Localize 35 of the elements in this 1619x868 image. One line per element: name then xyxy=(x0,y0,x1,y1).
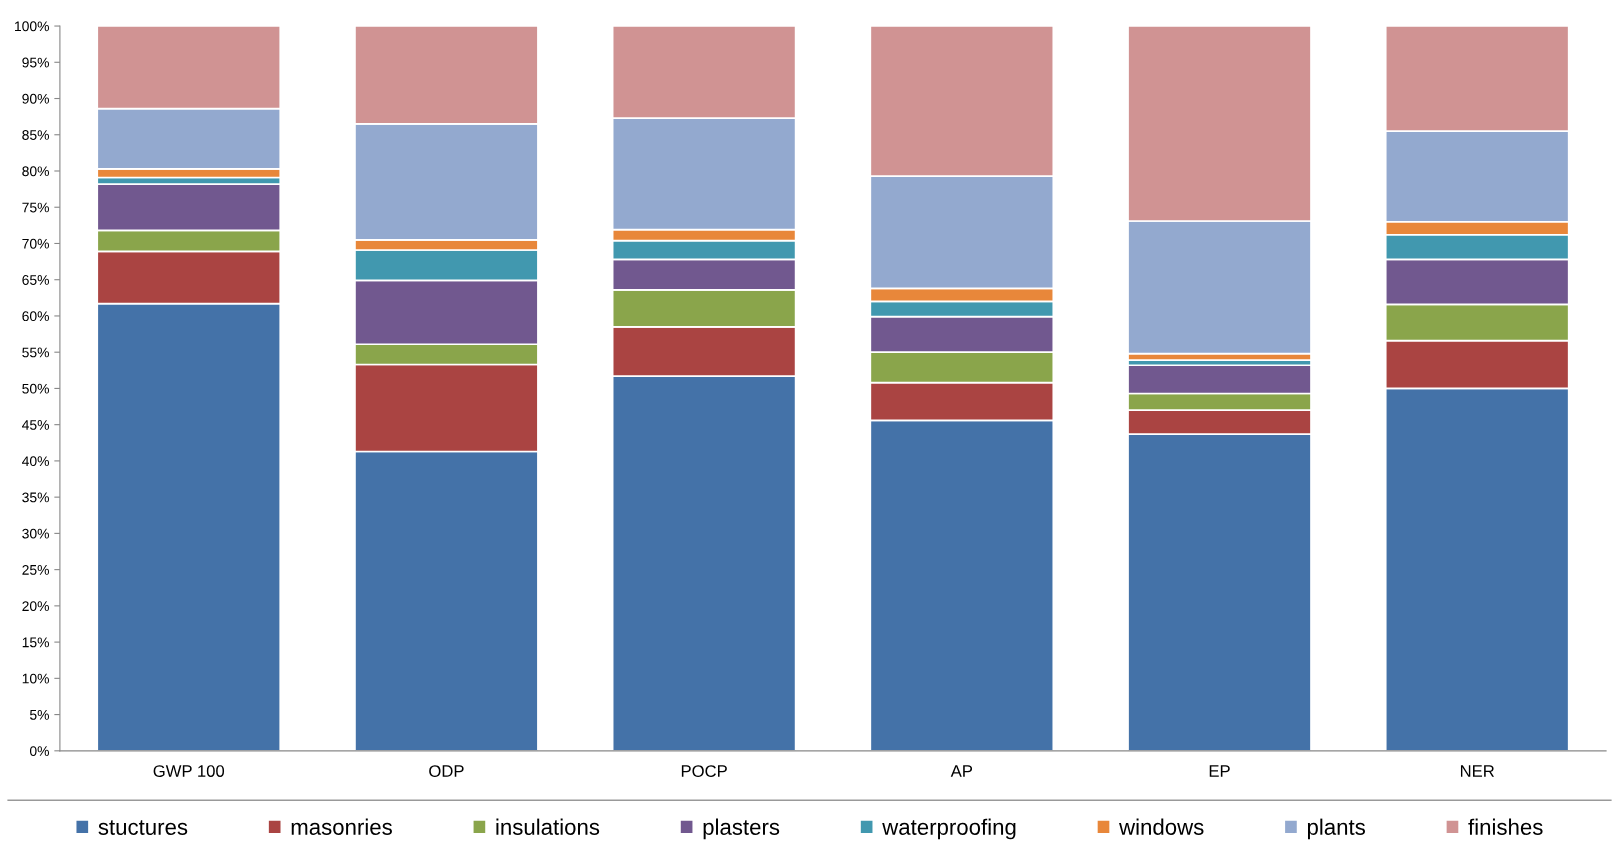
x-tick-label: GWP 100 xyxy=(153,765,225,777)
legend-label: stuctures xyxy=(98,820,188,835)
y-tick-label: 35% xyxy=(22,492,49,503)
x-tick-label: POCP xyxy=(681,765,727,777)
y-tick-label: 45% xyxy=(22,420,49,430)
y-tick-label: 40% xyxy=(22,456,49,467)
y-tick-label: 15% xyxy=(22,637,49,648)
y-tick-label: 50% xyxy=(22,383,49,394)
legend-label: plants xyxy=(1307,818,1365,840)
legend-label: plasters xyxy=(703,818,780,840)
legend-label: masonries xyxy=(291,818,392,835)
y-tick-label: 75% xyxy=(22,202,49,213)
y-tick-label: 95% xyxy=(22,57,49,68)
y-tick-label: 60% xyxy=(22,311,49,322)
y-tick-label: 65% xyxy=(22,275,49,285)
x-tick-label: EP xyxy=(1209,765,1230,777)
y-tick-label: 20% xyxy=(22,601,49,612)
legend-label: windows xyxy=(1119,818,1204,835)
y-tick-label: 0% xyxy=(29,746,49,756)
legend-label: waterproofing xyxy=(882,818,1016,840)
y-tick-label: 55% xyxy=(22,347,49,358)
x-tick-label: AP xyxy=(950,765,973,777)
y-tick-label: 10% xyxy=(22,673,49,684)
y-tick-label: 5% xyxy=(29,709,49,720)
y-tick-label: 80% xyxy=(22,166,49,177)
y-tick-label: 85% xyxy=(22,130,49,140)
y-tick-label: 30% xyxy=(22,528,49,539)
y-tick-label: 25% xyxy=(22,564,49,575)
x-tick-label: ODP xyxy=(429,765,464,777)
legend-label: insulations xyxy=(496,818,600,835)
y-tick-label: 70% xyxy=(22,238,49,249)
x-tick-label: NER xyxy=(1460,765,1495,777)
y-tick-label: 90% xyxy=(22,93,49,104)
y-tick-label: 100% xyxy=(15,21,49,32)
legend-label: finishes xyxy=(1468,818,1543,835)
